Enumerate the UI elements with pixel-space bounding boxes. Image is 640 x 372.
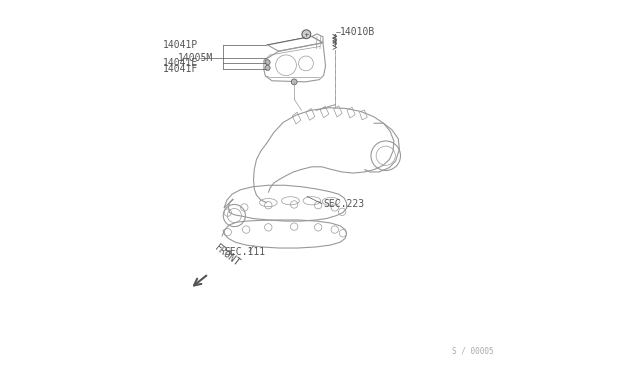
Text: S / 00005: S / 00005 bbox=[452, 346, 493, 355]
Circle shape bbox=[302, 30, 311, 39]
Text: 14005M: 14005M bbox=[178, 53, 213, 63]
Text: SEC.111: SEC.111 bbox=[225, 247, 266, 257]
Text: FRONT: FRONT bbox=[213, 243, 242, 268]
Circle shape bbox=[265, 65, 270, 70]
Text: 14041P: 14041P bbox=[163, 40, 198, 50]
Text: 14041F: 14041F bbox=[163, 64, 198, 74]
Circle shape bbox=[291, 79, 297, 85]
Text: 14041E: 14041E bbox=[163, 58, 198, 68]
Text: SEC.223: SEC.223 bbox=[323, 199, 364, 209]
Circle shape bbox=[265, 60, 270, 65]
Text: 14010B: 14010B bbox=[340, 27, 376, 37]
